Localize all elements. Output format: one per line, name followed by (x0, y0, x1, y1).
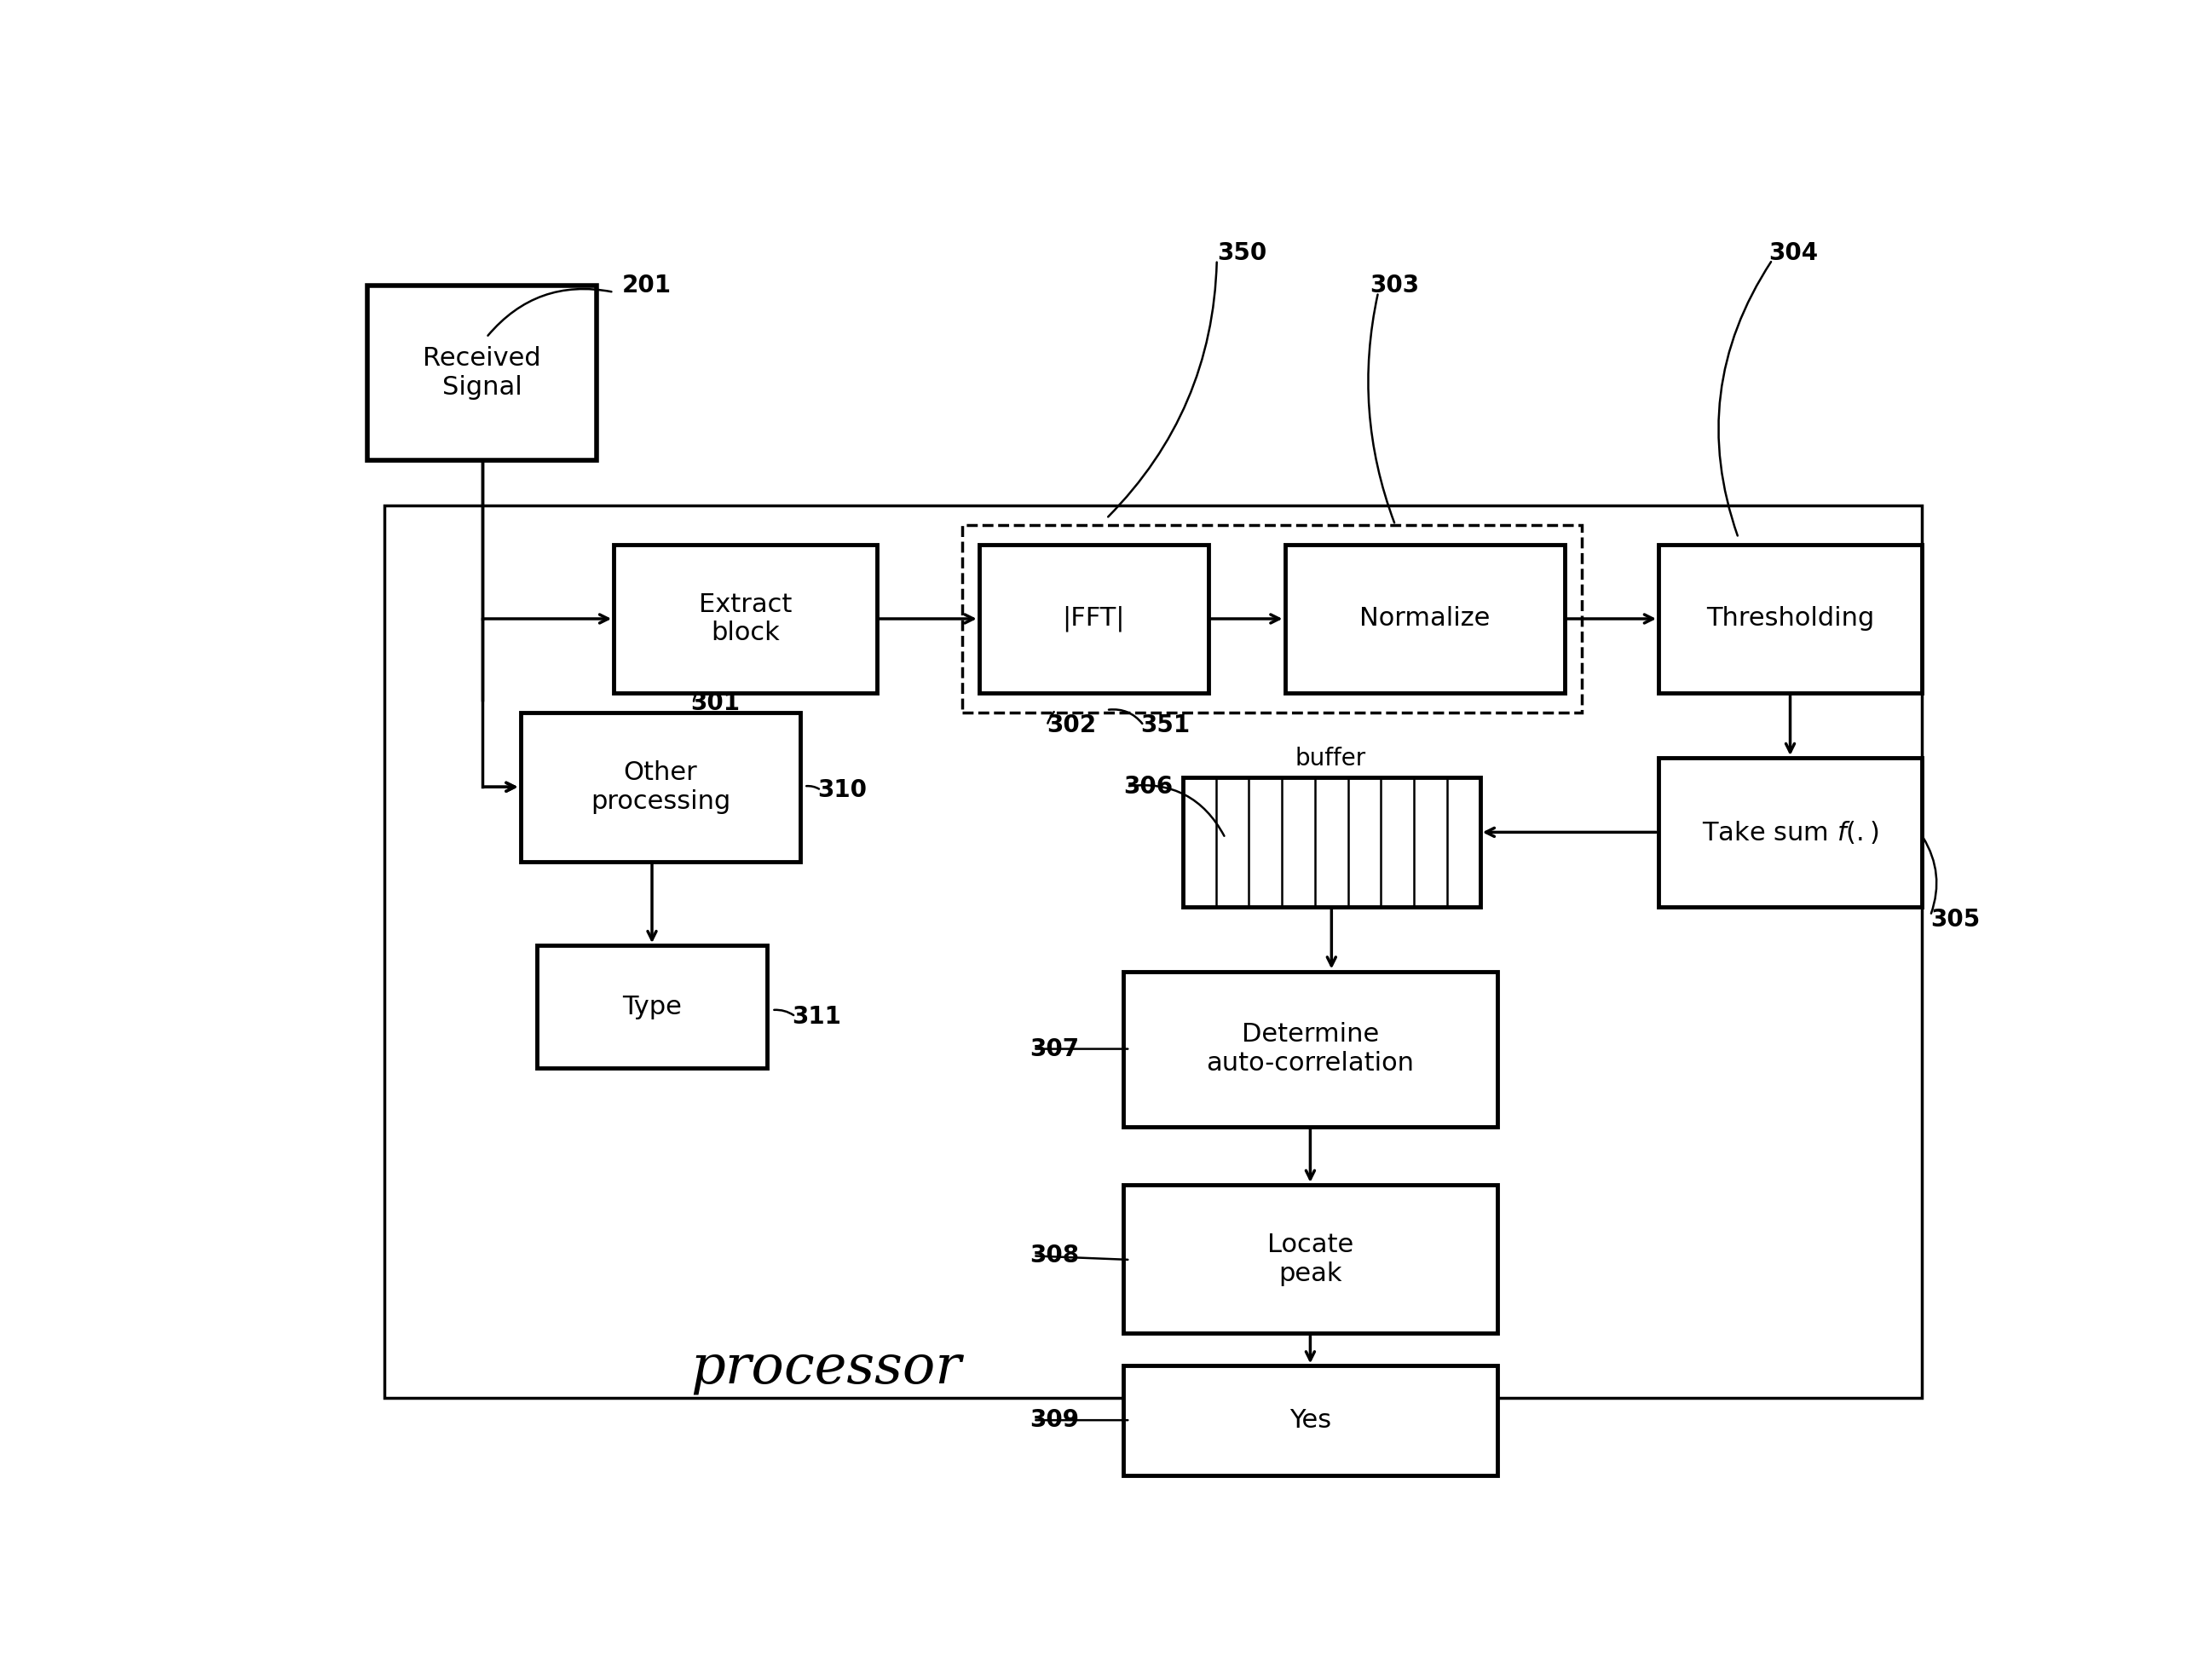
Text: buffer: buffer (1295, 748, 1366, 771)
Text: Received
Signal: Received Signal (423, 346, 541, 400)
Text: 303: 303 (1370, 274, 1418, 297)
Text: 308: 308 (1030, 1243, 1078, 1268)
Bar (520, 712, 800, 862)
Bar (962, 524, 1583, 712)
Text: |FFT|: |FFT| (1063, 606, 1124, 632)
Bar (980, 544, 1208, 694)
Text: Yes: Yes (1289, 1408, 1331, 1433)
Text: 201: 201 (623, 274, 671, 297)
Text: 302: 302 (1048, 714, 1096, 738)
Text: processor: processor (690, 1342, 960, 1394)
Text: Locate
peak: Locate peak (1267, 1233, 1352, 1285)
Text: 309: 309 (1030, 1408, 1078, 1431)
Text: 301: 301 (690, 692, 739, 716)
Text: Type: Type (623, 995, 682, 1020)
Bar (1285, 544, 1565, 694)
Bar (537, 946, 767, 1068)
Text: 306: 306 (1124, 774, 1173, 798)
Text: 350: 350 (1217, 242, 1267, 265)
Bar (368, 286, 596, 460)
Text: Normalize: Normalize (1359, 606, 1491, 632)
Text: Determine
auto-correlation: Determine auto-correlation (1206, 1021, 1414, 1075)
Bar (1659, 544, 1922, 694)
Text: 305: 305 (1931, 907, 1979, 931)
Text: 311: 311 (791, 1005, 842, 1028)
Bar (1659, 758, 1922, 907)
Text: 351: 351 (1140, 714, 1190, 738)
Text: Thresholding: Thresholding (1705, 606, 1874, 632)
Bar (1124, 1366, 1497, 1475)
Text: 304: 304 (1769, 242, 1819, 265)
Text: 310: 310 (818, 778, 868, 801)
Bar (1124, 1184, 1497, 1334)
Bar (614, 544, 877, 694)
Bar (384, 506, 1922, 1398)
Text: Extract
block: Extract block (699, 591, 791, 645)
Bar (1124, 971, 1497, 1127)
Text: Other
processing: Other processing (590, 761, 730, 813)
Text: 307: 307 (1030, 1037, 1078, 1060)
Bar (1184, 778, 1480, 907)
Text: Take sum $f(.)$: Take sum $f(.)$ (1701, 820, 1879, 845)
